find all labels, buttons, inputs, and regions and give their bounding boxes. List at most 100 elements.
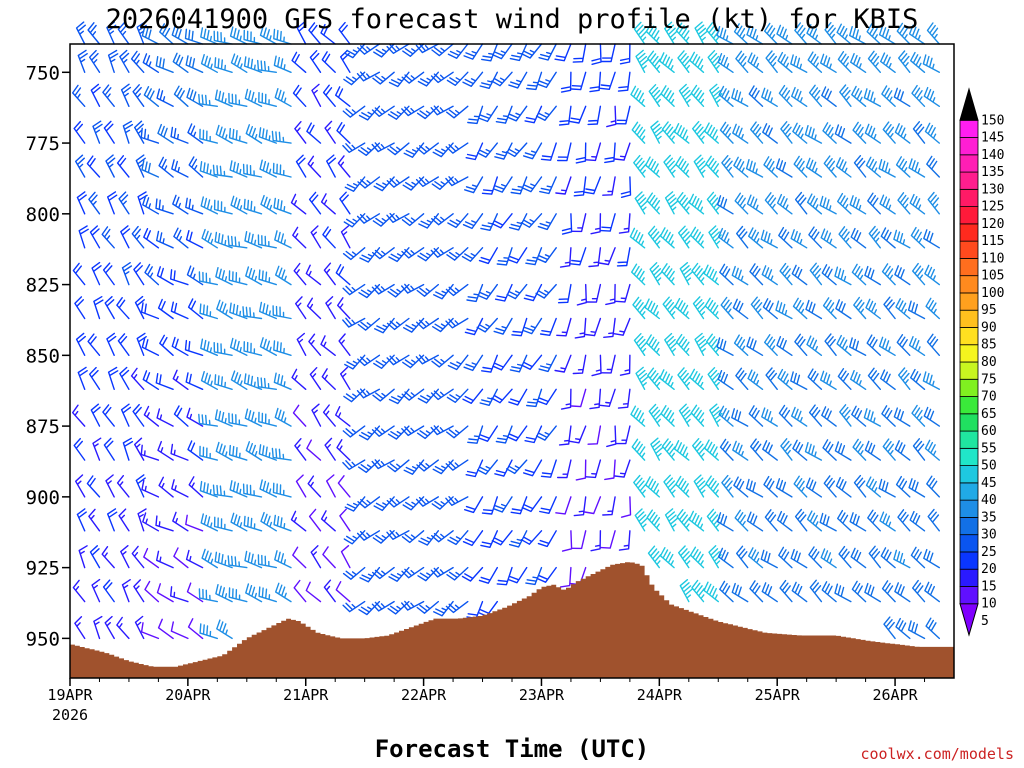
wind-barb: [104, 296, 115, 320]
wind-barb: [445, 600, 469, 614]
wind-barb: [763, 475, 778, 498]
wind-barb: [173, 85, 189, 107]
wind-barb: [912, 579, 926, 603]
wind-barb: [321, 368, 336, 390]
wind-barb: [446, 247, 469, 261]
wind-barb: [614, 142, 631, 161]
wind-barb: [72, 262, 86, 286]
wind-barb: [479, 71, 498, 89]
wind-barb: [272, 305, 292, 320]
wind-barb: [135, 474, 146, 498]
wind-barb: [322, 404, 336, 427]
wind-barb: [72, 579, 86, 603]
wind-barb: [156, 88, 174, 107]
wind-barb: [650, 437, 664, 461]
wind-barb: [103, 437, 115, 461]
wind-barb: [213, 342, 233, 356]
wind-barb: [573, 496, 587, 517]
wind-barb: [647, 545, 662, 569]
wind-barb: [86, 475, 101, 498]
wind-barb: [417, 388, 439, 404]
colorbar-arrow-high: [959, 87, 979, 121]
wind-barb: [853, 474, 867, 498]
wind-barb: [820, 548, 837, 569]
wind-barb: [213, 516, 233, 532]
wind-barb: [834, 124, 852, 144]
wind-barb: [187, 298, 204, 320]
wind-barb: [734, 509, 749, 532]
wind-barb: [216, 619, 233, 640]
wind-barb: [131, 545, 145, 569]
wind-barb: [761, 407, 778, 427]
wind-barb: [923, 548, 940, 569]
wind-barb: [881, 263, 896, 286]
wind-barb: [260, 194, 277, 215]
wind-barb: [338, 333, 351, 356]
wind-barb: [401, 283, 425, 294]
wind-barb: [273, 55, 292, 73]
wind-barb: [324, 437, 336, 461]
wind-barb: [271, 447, 292, 461]
wind-barb: [508, 530, 528, 548]
wind-barb: [447, 213, 469, 229]
wind-barb: [323, 262, 336, 286]
wind-barb: [703, 581, 719, 603]
colorbar-label: 145: [981, 131, 1004, 146]
wind-barb: [571, 530, 587, 550]
wind-barb: [431, 354, 454, 368]
wind-barb: [464, 496, 484, 514]
colorbar: 5 10 15 20 25 30 35 40 45 50 55 60 65 70 75 80 85 90 95 100…: [959, 87, 1004, 637]
wind-barb: [273, 28, 292, 45]
wind-barb: [244, 550, 263, 569]
wind-barb: [462, 388, 484, 404]
wind-barb: [121, 579, 131, 603]
wind-barbs: [72, 21, 940, 640]
x-tick-label: 22APR: [401, 686, 447, 704]
colorbar-label: 75: [981, 372, 997, 387]
wind-barb: [491, 71, 513, 87]
wind-barb: [359, 566, 381, 583]
wind-barb: [646, 192, 661, 215]
wind-barb: [258, 444, 277, 461]
wind-barb: [244, 88, 263, 107]
wind-barb: [372, 71, 395, 85]
wind-barb: [243, 56, 263, 73]
wind-barb: [388, 71, 410, 88]
wind-barb: [897, 192, 911, 215]
wind-barb: [415, 354, 439, 365]
wind-barb: [131, 225, 145, 249]
wind-barb: [359, 247, 381, 263]
wind-barb: [323, 579, 336, 603]
wind-barb: [895, 156, 911, 178]
wind-barb: [615, 283, 631, 303]
colorbar-swatch: [959, 551, 979, 570]
wind-barb: [575, 142, 587, 164]
wind-barb: [821, 86, 837, 107]
wind-barb: [310, 545, 322, 569]
wind-barb: [290, 193, 307, 215]
wind-barb: [733, 156, 749, 178]
wind-barb: [535, 105, 557, 121]
wind-barb: [386, 176, 410, 188]
wind-barb: [805, 157, 823, 178]
wind-barb: [590, 213, 602, 235]
wind-barb: [104, 615, 115, 640]
wind-barb: [647, 50, 661, 73]
wind-barb: [927, 191, 940, 215]
wind-barb: [140, 622, 160, 640]
wind-barb: [585, 142, 602, 162]
wind-barb: [794, 508, 808, 532]
wind-barb: [430, 388, 454, 401]
colorbar-swatch: [959, 586, 979, 605]
wind-barb: [834, 266, 852, 286]
wind-barb: [775, 300, 793, 320]
wind-barb: [76, 191, 87, 215]
wind-barb: [894, 440, 911, 461]
wind-barb: [227, 555, 248, 569]
wind-barb: [171, 479, 189, 498]
wind-barb: [791, 86, 808, 107]
wind-barb: [340, 225, 351, 249]
wind-barb: [600, 213, 616, 232]
wind-barb: [415, 43, 439, 54]
wind-barb: [477, 283, 498, 300]
